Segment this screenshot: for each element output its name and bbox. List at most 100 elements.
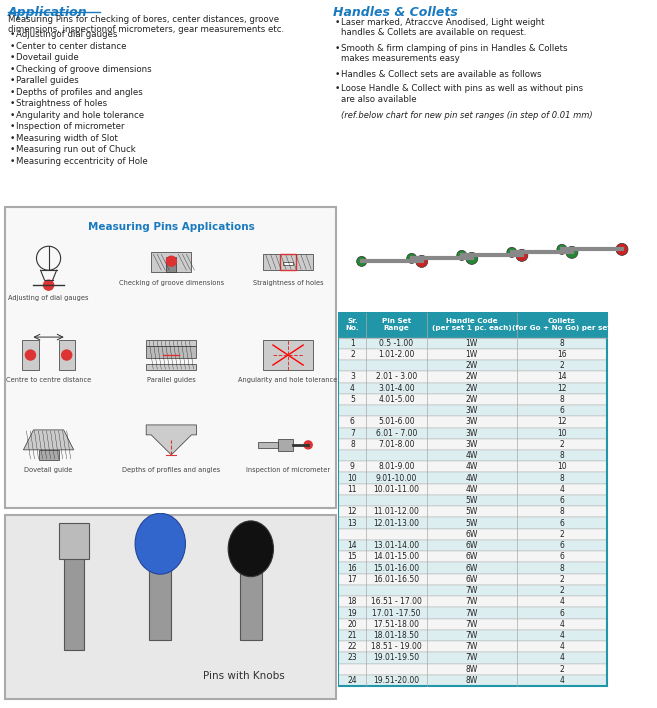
Text: 4: 4 bbox=[559, 485, 564, 494]
Text: 2: 2 bbox=[559, 665, 564, 674]
Bar bbox=[338, 349, 607, 360]
Text: •: • bbox=[335, 18, 340, 27]
Text: 4: 4 bbox=[559, 620, 564, 629]
Text: 2: 2 bbox=[350, 350, 355, 359]
Text: •: • bbox=[10, 134, 15, 142]
Circle shape bbox=[304, 441, 312, 449]
Bar bbox=[338, 371, 607, 382]
Text: 2W: 2W bbox=[466, 395, 478, 404]
Text: Centre to centre distance: Centre to centre distance bbox=[6, 377, 91, 383]
Circle shape bbox=[62, 350, 72, 360]
Text: Handles & Collets: Handles & Collets bbox=[333, 6, 458, 19]
Text: 2: 2 bbox=[559, 440, 564, 449]
Text: 5W: 5W bbox=[465, 508, 478, 516]
Ellipse shape bbox=[135, 513, 185, 574]
Text: 17.51-18.00: 17.51-18.00 bbox=[373, 620, 419, 629]
Text: 2: 2 bbox=[559, 530, 564, 539]
Circle shape bbox=[43, 280, 54, 290]
Bar bbox=[338, 619, 607, 630]
Text: 3W: 3W bbox=[465, 428, 478, 438]
Text: 3W: 3W bbox=[465, 406, 478, 415]
Text: 7W: 7W bbox=[465, 642, 478, 651]
Text: Angularity and hole tolerance: Angularity and hole tolerance bbox=[16, 110, 144, 120]
Text: 12.01-13.00: 12.01-13.00 bbox=[373, 518, 419, 527]
Bar bbox=[338, 450, 607, 461]
Text: •: • bbox=[10, 110, 15, 120]
Text: Parallel guides: Parallel guides bbox=[16, 76, 79, 85]
Text: 6: 6 bbox=[559, 518, 564, 527]
Text: 7.01-8.00: 7.01-8.00 bbox=[378, 440, 415, 449]
Bar bbox=[146, 340, 196, 346]
Bar bbox=[338, 495, 607, 506]
Text: 14.01-15.00: 14.01-15.00 bbox=[373, 552, 420, 561]
Text: 1: 1 bbox=[350, 338, 355, 348]
Circle shape bbox=[357, 256, 367, 266]
Text: 20: 20 bbox=[348, 620, 357, 629]
Text: 6W: 6W bbox=[465, 530, 478, 539]
Bar bbox=[58, 340, 75, 370]
Bar bbox=[338, 641, 607, 652]
Text: 8: 8 bbox=[559, 451, 564, 460]
Bar bbox=[338, 596, 607, 607]
Bar bbox=[283, 262, 293, 266]
Text: 3W: 3W bbox=[465, 440, 478, 449]
Text: Handles & Collect sets are available as follows: Handles & Collect sets are available as … bbox=[341, 70, 541, 79]
Text: Pin Set
Range: Pin Set Range bbox=[382, 318, 411, 331]
Text: Measuring Pins for checking of bores, center distances, groove
dimensions, inspe: Measuring Pins for checking of bores, ce… bbox=[8, 15, 284, 35]
Text: Collets
(for Go + No Go) per set: Collets (for Go + No Go) per set bbox=[512, 318, 611, 331]
Text: 7: 7 bbox=[350, 428, 355, 438]
Text: 1W: 1W bbox=[466, 350, 478, 359]
Bar bbox=[338, 405, 607, 416]
Text: 6W: 6W bbox=[465, 564, 478, 573]
Bar bbox=[338, 675, 607, 686]
Text: 6.01 - 7.00: 6.01 - 7.00 bbox=[376, 428, 417, 438]
Text: 5W: 5W bbox=[465, 518, 478, 527]
Text: 6W: 6W bbox=[465, 575, 478, 584]
Text: 4: 4 bbox=[559, 676, 564, 685]
Text: 2W: 2W bbox=[466, 361, 478, 370]
Bar bbox=[338, 360, 607, 371]
Text: 6: 6 bbox=[559, 496, 564, 505]
Text: 15.01-16.00: 15.01-16.00 bbox=[373, 564, 420, 573]
Text: 13.01-14.00: 13.01-14.00 bbox=[373, 541, 420, 550]
Text: 10: 10 bbox=[348, 474, 357, 483]
Text: 16.51 - 17.00: 16.51 - 17.00 bbox=[371, 598, 422, 606]
Text: Adjustingof dial gauges: Adjustingof dial gauges bbox=[16, 30, 118, 39]
Text: 24: 24 bbox=[348, 676, 357, 685]
Text: Parallel guides: Parallel guides bbox=[147, 377, 196, 383]
Text: 12: 12 bbox=[557, 384, 566, 393]
Text: 22: 22 bbox=[348, 642, 357, 651]
Text: 2.01 - 3.00: 2.01 - 3.00 bbox=[376, 372, 417, 382]
Circle shape bbox=[407, 253, 417, 263]
Text: Application: Application bbox=[8, 6, 87, 19]
Text: 4.01-5.00: 4.01-5.00 bbox=[378, 395, 415, 404]
Text: 23: 23 bbox=[348, 653, 357, 663]
Bar bbox=[338, 652, 607, 663]
Bar bbox=[338, 338, 607, 349]
Text: 18.01-18.50: 18.01-18.50 bbox=[374, 631, 419, 640]
Circle shape bbox=[507, 247, 517, 258]
Text: 19.51-20.00: 19.51-20.00 bbox=[373, 676, 420, 685]
Text: •: • bbox=[10, 64, 15, 74]
Bar bbox=[338, 585, 607, 596]
Text: Measuring eccentricity of Hole: Measuring eccentricity of Hole bbox=[16, 156, 148, 166]
Text: 2W: 2W bbox=[466, 384, 478, 393]
Text: 15: 15 bbox=[348, 552, 357, 561]
Text: Laser marked, Atraccve Anodised, Light weight
handles & Collets are available on: Laser marked, Atraccve Anodised, Light w… bbox=[341, 18, 545, 38]
Text: 2: 2 bbox=[559, 586, 564, 595]
Text: 4: 4 bbox=[559, 653, 564, 663]
Text: 6: 6 bbox=[559, 406, 564, 415]
Text: •: • bbox=[10, 88, 15, 96]
Text: Loose Handle & Collect with pins as well as without pins
are also available: Loose Handle & Collect with pins as well… bbox=[341, 84, 583, 103]
Text: Dovetail guide: Dovetail guide bbox=[24, 467, 73, 473]
Text: 4: 4 bbox=[559, 598, 564, 606]
Circle shape bbox=[566, 246, 578, 258]
Text: 7W: 7W bbox=[465, 653, 478, 663]
Text: 1.01-2.00: 1.01-2.00 bbox=[378, 350, 415, 359]
Text: Dovetail guide: Dovetail guide bbox=[16, 53, 79, 62]
Bar bbox=[149, 549, 171, 640]
Circle shape bbox=[557, 244, 567, 254]
Text: 6: 6 bbox=[559, 608, 564, 617]
Text: 16.01-16.50: 16.01-16.50 bbox=[373, 575, 420, 584]
Text: •: • bbox=[10, 53, 15, 62]
